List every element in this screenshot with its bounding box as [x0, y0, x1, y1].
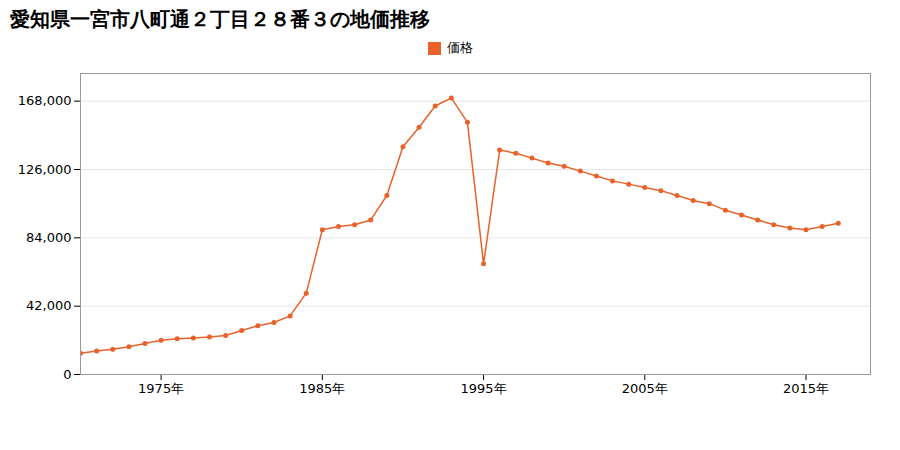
html-text:価格: 価格	[446, 40, 473, 55]
svg-text:1975年: 1975年	[138, 381, 184, 396]
html-text:愛知県一宮市八町通２丁目２８番３の地価推移: 愛知県一宮市八町通２丁目２８番３の地価推移	[10, 7, 430, 31]
svg-text:2015年: 2015年	[783, 381, 829, 396]
svg-text:1985年: 1985年	[299, 381, 345, 396]
svg-text:1995年: 1995年	[461, 381, 507, 396]
svg-text:84,000: 84,000	[26, 230, 72, 245]
svg-text:2005年: 2005年	[622, 381, 668, 396]
svg-text:126,000: 126,000	[18, 162, 72, 177]
svg-text:42,000: 42,000	[26, 298, 72, 313]
svg-text:168,000: 168,000	[18, 93, 72, 108]
svg-text:0: 0	[63, 367, 71, 382]
